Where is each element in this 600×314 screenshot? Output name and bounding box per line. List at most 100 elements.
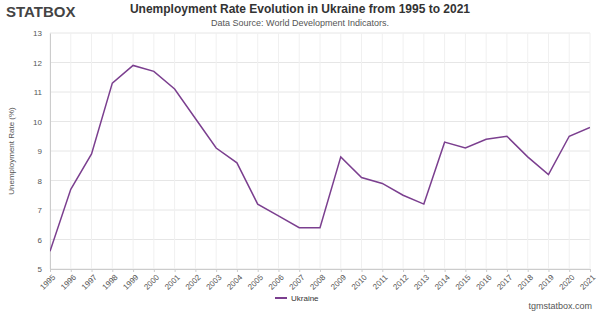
tick-mark <box>445 269 446 272</box>
tick-label: 8 <box>38 177 43 186</box>
tick: 7 <box>38 206 50 215</box>
tick-label: 2012 <box>391 272 410 291</box>
tick-label: 1998 <box>101 272 120 291</box>
grid-line <box>361 33 362 269</box>
y-axis: 5 6 7 8 9 10 11 12 13 <box>33 29 50 274</box>
tick-mark <box>382 269 383 272</box>
tick-label: 2003 <box>204 272 223 291</box>
tick-label: 2009 <box>329 272 348 291</box>
grid-line <box>195 33 196 269</box>
tick-mark <box>133 269 134 272</box>
tick: 2013 <box>412 269 431 292</box>
tick-mark <box>569 269 570 272</box>
tick-label: 2011 <box>371 272 390 291</box>
tick-mark <box>320 269 321 272</box>
tick: 2018 <box>516 269 535 292</box>
logo: STATBOX <box>6 3 75 20</box>
tick-mark <box>237 269 238 272</box>
tick-mark <box>486 269 487 272</box>
tick: 6 <box>38 236 50 245</box>
tick: 2004 <box>225 269 244 292</box>
tick-label: 11 <box>34 88 43 97</box>
tick-label: 7 <box>38 206 43 215</box>
tick-mark <box>465 269 466 272</box>
tick-mark <box>195 269 196 272</box>
tick-label: 2021 <box>578 272 597 291</box>
tick: 2019 <box>537 269 556 292</box>
grid-line <box>70 33 71 269</box>
tick-label: 2008 <box>308 272 327 291</box>
legend-swatch <box>275 297 287 299</box>
tick-label: 1996 <box>59 272 78 291</box>
grid-line <box>320 33 321 269</box>
tick: 1998 <box>101 269 120 292</box>
tick: 2021 <box>578 269 597 292</box>
tick: 10 <box>33 118 50 127</box>
tick: 2016 <box>474 269 493 292</box>
tick-label: 13 <box>33 29 42 38</box>
tick: 2011 <box>371 269 390 291</box>
tick-label: 2020 <box>558 272 577 291</box>
grid-line <box>569 33 570 269</box>
grid-line <box>423 33 424 269</box>
grid-line <box>403 33 404 269</box>
tick-label: 2010 <box>350 272 369 291</box>
line <box>50 65 590 251</box>
tick-mark <box>175 269 176 272</box>
y-axis-title: Unemployment Rate (%) <box>7 107 16 195</box>
grid-line <box>112 33 113 269</box>
tick-label: 10 <box>33 118 42 127</box>
grid-line <box>340 33 341 269</box>
tick: 2015 <box>454 269 473 292</box>
tick-label: 2016 <box>474 272 493 291</box>
title: Unemployment Rate Evolution in Ukraine f… <box>130 2 470 16</box>
plot-area <box>50 65 590 251</box>
tick-label: 2002 <box>184 272 203 291</box>
tick-mark <box>403 269 404 272</box>
axis-line <box>51 270 591 273</box>
tick: 2001 <box>163 269 182 292</box>
tick-label: 1999 <box>121 272 140 291</box>
tick: 2010 <box>350 269 369 292</box>
tick: 5 <box>38 265 50 274</box>
tick-mark <box>299 269 300 272</box>
tick-label: 2004 <box>225 272 244 291</box>
tick-label: 2017 <box>495 272 514 291</box>
tick: 2012 <box>391 269 410 292</box>
tick-label: 9 <box>38 147 43 156</box>
tick: 2008 <box>308 269 327 292</box>
tick-mark <box>424 269 425 272</box>
grid-line <box>527 33 528 269</box>
tick-label: 2015 <box>454 272 473 291</box>
subtitle: Data Source: World Development Indicator… <box>211 18 389 28</box>
grid-line <box>548 33 549 269</box>
tick-mark <box>590 269 591 272</box>
tick-mark <box>71 269 72 272</box>
axis-line <box>50 34 51 270</box>
tick: 2005 <box>246 269 265 292</box>
grid-line <box>50 33 51 269</box>
grid <box>50 33 590 269</box>
tick-mark <box>50 269 51 272</box>
grid-line <box>236 33 237 269</box>
tick-label: 12 <box>33 59 42 68</box>
tick: 8 <box>38 177 50 186</box>
tick: 2007 <box>288 269 307 292</box>
tick-label: 1997 <box>80 272 99 291</box>
tick: 12 <box>33 59 50 68</box>
grid-line <box>299 33 300 269</box>
tick-mark <box>362 269 363 272</box>
grid-line <box>278 33 279 269</box>
grid-line <box>506 33 507 269</box>
tick-mark <box>216 269 217 272</box>
tick-mark <box>154 269 155 272</box>
x-axis: 1995199619971998199920002001200220032004… <box>38 269 597 292</box>
tick-mark <box>528 269 529 272</box>
tick: 2002 <box>184 269 203 292</box>
tick-mark <box>548 269 549 272</box>
tick: 1995 <box>38 269 57 292</box>
tick-mark <box>92 269 93 272</box>
tick: 2009 <box>329 269 348 292</box>
grid-line <box>444 33 445 269</box>
grid-line <box>486 33 487 269</box>
